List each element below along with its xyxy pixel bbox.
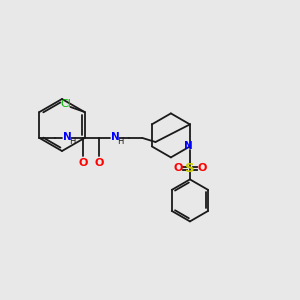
Text: O: O bbox=[95, 158, 104, 168]
Text: N: N bbox=[111, 132, 120, 142]
Text: O: O bbox=[197, 164, 207, 173]
Text: O: O bbox=[173, 164, 183, 173]
Text: H: H bbox=[117, 136, 124, 146]
Text: N: N bbox=[184, 141, 192, 152]
Text: S: S bbox=[185, 162, 195, 175]
Text: H: H bbox=[69, 136, 76, 146]
Text: N: N bbox=[63, 132, 72, 142]
Text: O: O bbox=[79, 158, 88, 168]
Text: Cl: Cl bbox=[60, 99, 71, 109]
